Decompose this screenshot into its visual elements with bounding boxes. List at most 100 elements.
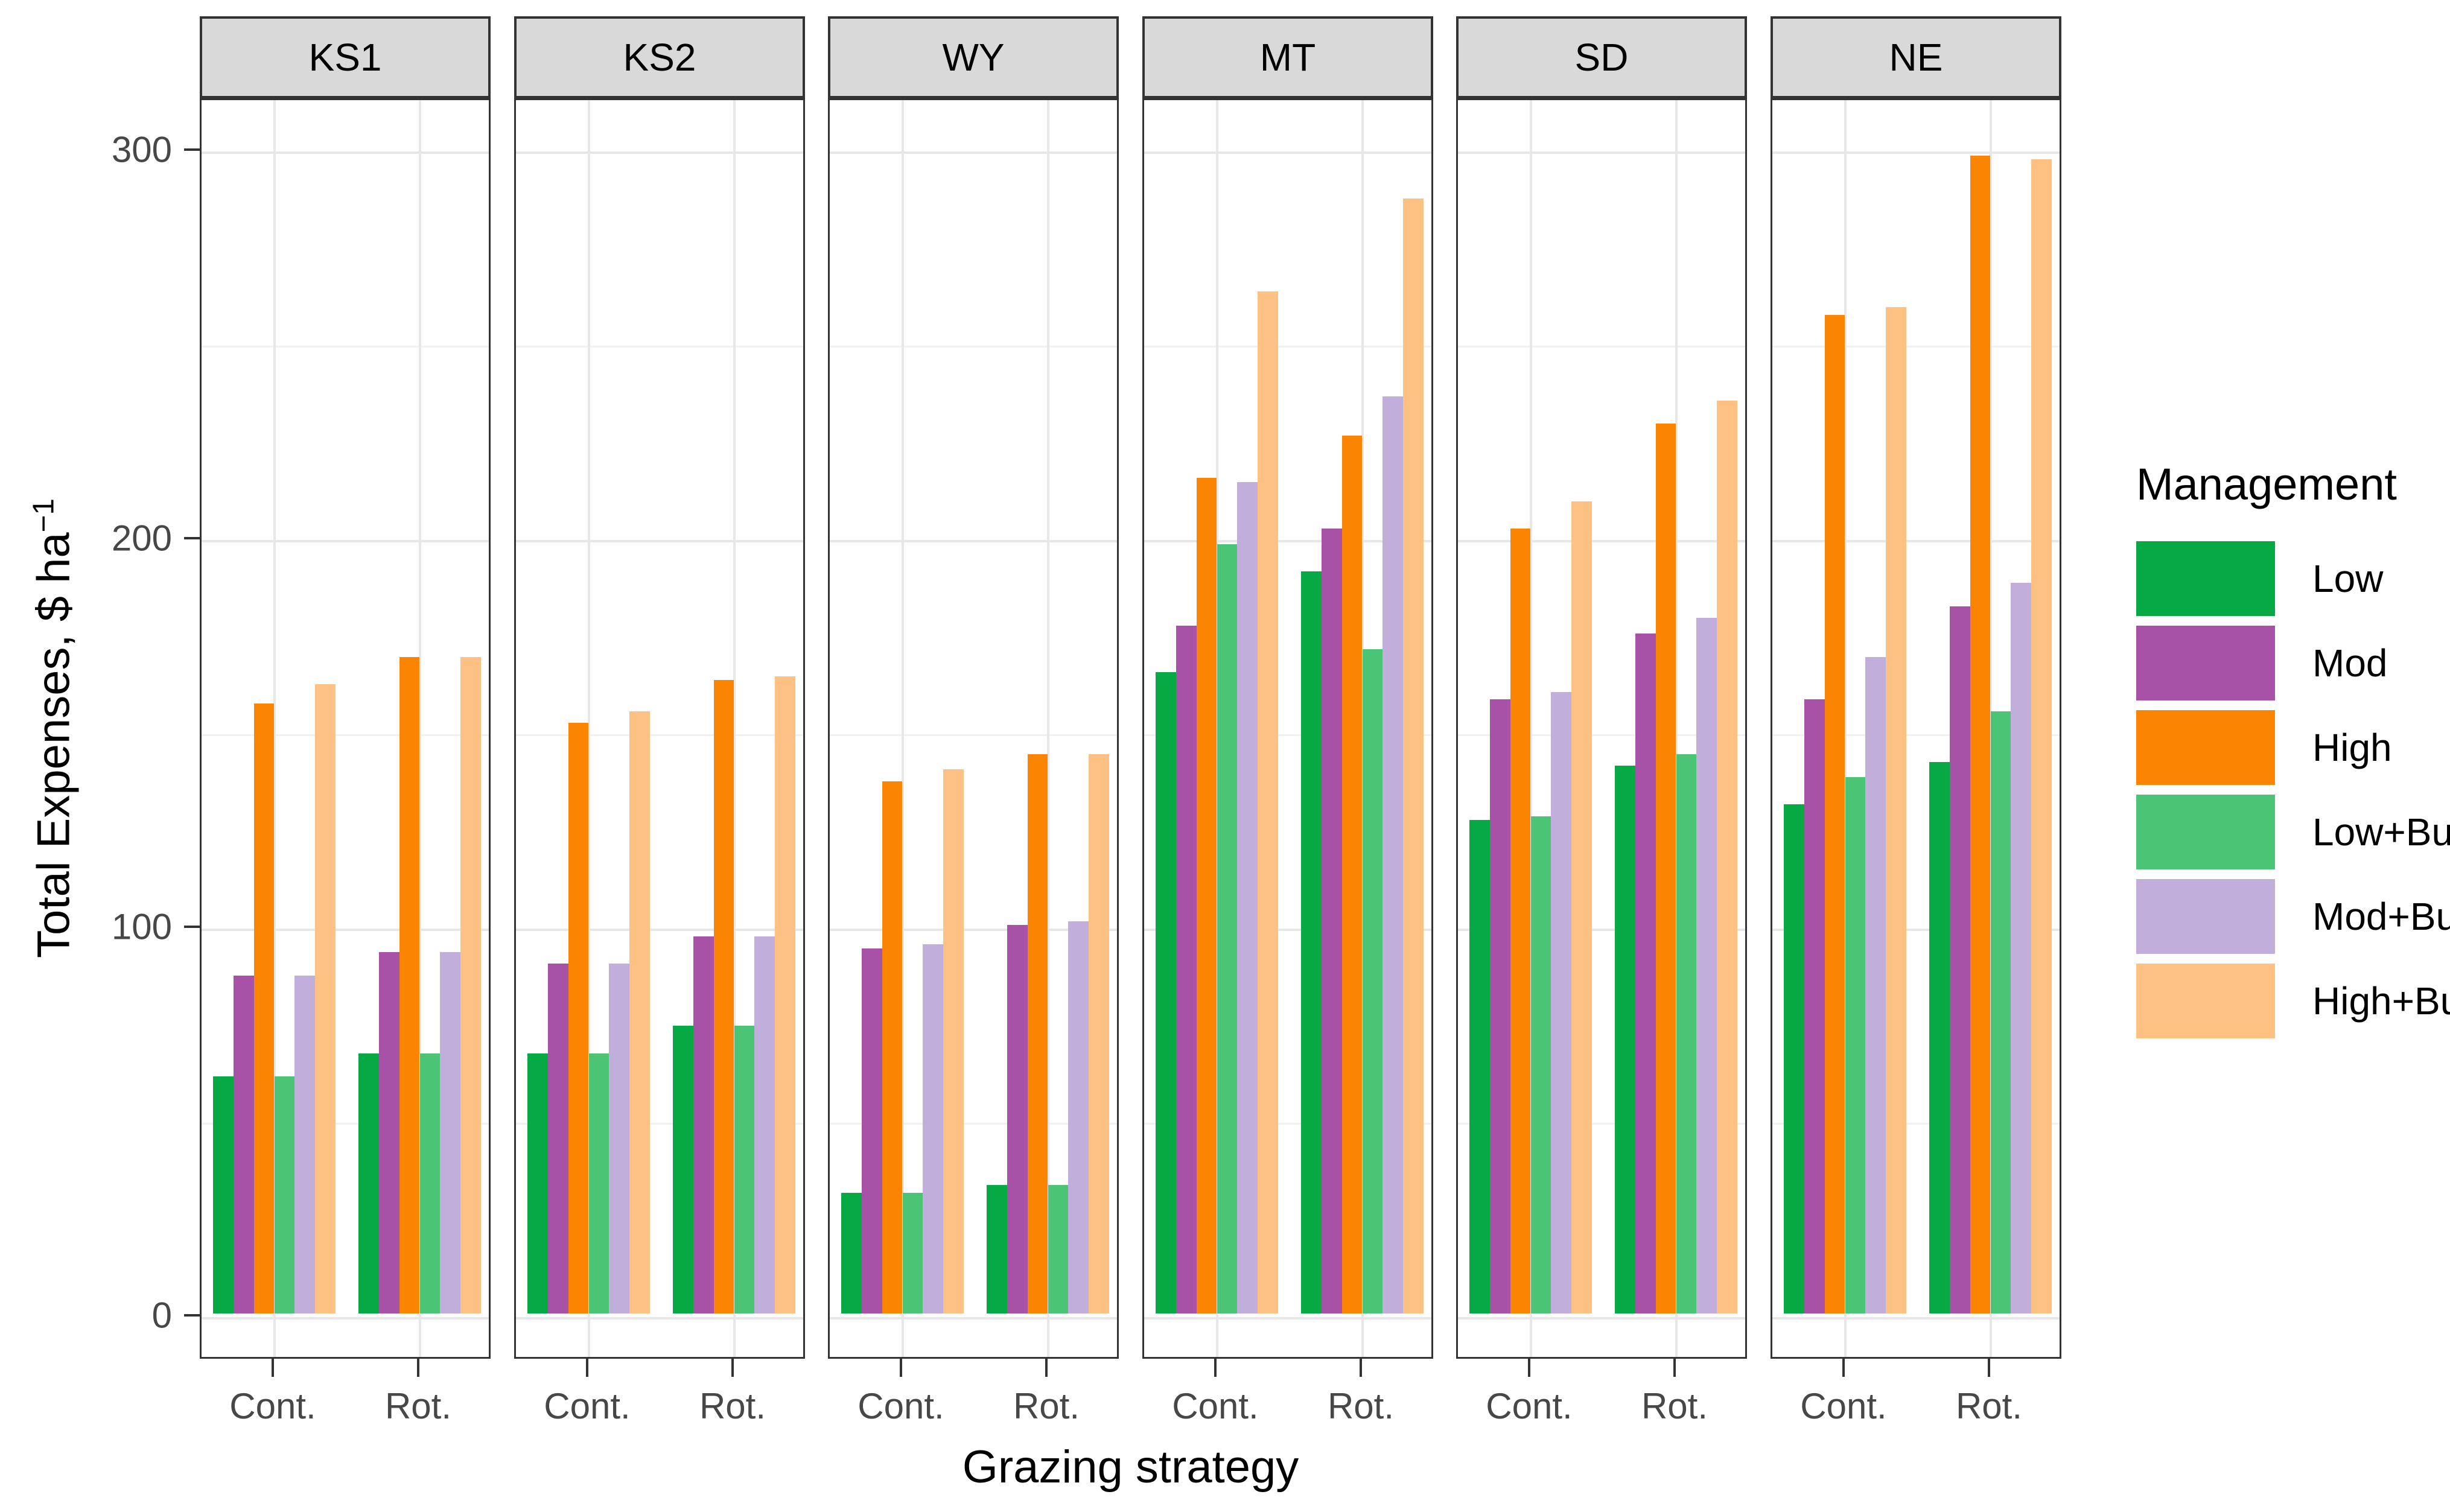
bar-sd-cont-mod [1490, 699, 1510, 1313]
gridline-vertical-rot [733, 100, 736, 1357]
legend-title: Management [2136, 459, 2397, 509]
x-tick-label-ks1-cont: Cont. [229, 1386, 316, 1426]
gridline-minor-250 [1772, 346, 2060, 348]
bar-ne-cont-low-burn [1845, 777, 1866, 1313]
facet-panel-ks2 [514, 98, 805, 1359]
legend: Management Low Mod High Low+Burn Mod+Burn Hig… [2136, 459, 2450, 1048]
bar-ks2-rot-low [673, 1026, 694, 1313]
bar-sd-cont-low-burn [1530, 816, 1551, 1313]
gridline-vertical-rot [419, 100, 421, 1357]
bar-sd-rot-mod-burn [1696, 618, 1717, 1313]
bar-wy-cont-mod-burn [923, 944, 943, 1313]
bar-mt-rot-mod [1322, 529, 1342, 1313]
bar-ks1-rot-high-burn [460, 657, 481, 1313]
gridline-minor-150 [1772, 734, 2060, 736]
bar-ks2-rot-mod [693, 936, 714, 1313]
gridline-major-300 [1772, 151, 2060, 154]
x-tick-mark [1842, 1359, 1845, 1377]
x-tick-label-mt-rot: Rot. [1327, 1386, 1395, 1426]
legend-key-swatch [2136, 626, 2275, 700]
bar-wy-rot-mod [1007, 925, 1028, 1313]
gridline-minor-50 [1458, 1123, 1745, 1125]
bar-ne-rot-high [1970, 156, 1991, 1313]
bar-mt-rot-high-burn [1402, 199, 1424, 1313]
bar-mt-cont-high-burn [1257, 291, 1278, 1313]
gridline-minor-150 [516, 734, 803, 736]
bar-sd-rot-low [1615, 766, 1636, 1313]
x-tick-mark [900, 1359, 902, 1377]
bar-wy-cont-low [841, 1193, 862, 1313]
bar-ks1-rot-high [399, 657, 420, 1313]
bar-ks1-rot-low [358, 1053, 380, 1313]
y-axis-title-text: Total Expenses, $ ha [28, 532, 80, 958]
bar-ks1-cont-high [253, 704, 275, 1313]
x-tick-mark [1988, 1359, 1990, 1377]
gridline-minor-150 [202, 734, 489, 736]
x-tick-mark [731, 1359, 734, 1377]
facet-strip-ks1: KS1 [200, 16, 491, 98]
bar-ks1-rot-low-burn [419, 1053, 441, 1313]
bar-mt-cont-low [1156, 672, 1177, 1313]
gridline-minor-50 [830, 1123, 1117, 1125]
gridline-major-0 [1144, 1317, 1431, 1320]
bar-ks1-cont-high-burn [314, 684, 336, 1313]
gridline-minor-250 [202, 346, 489, 348]
gridline-major-100 [1144, 929, 1431, 931]
bar-ks2-cont-mod [548, 964, 568, 1313]
bar-wy-rot-high-burn [1088, 754, 1109, 1313]
bar-wy-cont-high [882, 781, 903, 1313]
legend-entry-high-burn: High+Burn [2136, 964, 2450, 1038]
y-tick-mark-0 [184, 1314, 200, 1317]
bar-ks2-rot-low-burn [734, 1026, 755, 1313]
gridline-major-200 [202, 540, 489, 542]
x-tick-label-ks2-rot: Rot. [699, 1386, 766, 1426]
facet-strip-mt: MT [1142, 16, 1433, 98]
bar-sd-cont-high [1510, 529, 1531, 1313]
y-tick-mark-200 [184, 537, 200, 539]
bar-mt-cont-mod [1176, 626, 1197, 1313]
bar-mt-cont-mod-burn [1237, 482, 1258, 1313]
gridline-minor-250 [1144, 346, 1431, 348]
gridline-major-200 [1144, 540, 1431, 542]
facet-label: KS2 [623, 36, 696, 79]
bar-sd-rot-low-burn [1676, 754, 1697, 1313]
bar-wy-rot-low-burn [1048, 1185, 1069, 1313]
gridline-major-100 [202, 929, 489, 931]
legend-key-swatch [2136, 879, 2275, 954]
gridline-vertical-cont [1530, 100, 1532, 1357]
bar-sd-cont-mod-burn [1551, 692, 1571, 1313]
facet-panel-ne [1771, 98, 2061, 1359]
x-tick-mark [1360, 1359, 1362, 1377]
gridline-major-100 [516, 929, 803, 931]
gridline-vertical-rot [1047, 100, 1049, 1357]
bar-ne-rot-mod-burn [2011, 583, 2031, 1313]
bar-ne-cont-low [1784, 804, 1805, 1313]
bar-mt-cont-high [1196, 478, 1217, 1313]
bar-mt-cont-low-burn [1217, 544, 1238, 1313]
gridline-major-100 [1772, 929, 2060, 931]
legend-label: Low+Burn [2312, 810, 2450, 854]
x-tick-label-ks2-cont: Cont. [544, 1386, 631, 1426]
legend-entries: Low Mod High Low+Burn Mod+Burn High+Burn [2136, 541, 2450, 1038]
gridline-vertical-cont [588, 100, 590, 1357]
gridline-major-200 [830, 540, 1117, 542]
x-tick-mark [1528, 1359, 1530, 1377]
bar-ks2-cont-low [527, 1053, 549, 1313]
gridline-major-300 [1144, 151, 1431, 154]
y-tick-label-100: 100 [111, 906, 172, 947]
y-tick-label-0: 0 [151, 1295, 172, 1336]
legend-key-swatch [2136, 710, 2275, 785]
y-tick-mark-300 [184, 148, 200, 151]
x-tick-mark [272, 1359, 274, 1377]
gridline-major-0 [516, 1317, 803, 1320]
gridline-vertical-cont [273, 100, 276, 1357]
bar-ks1-cont-low-burn [274, 1076, 295, 1313]
gridline-minor-50 [1772, 1123, 2060, 1125]
bar-ne-rot-high-burn [2031, 159, 2052, 1313]
bar-ne-rot-low [1929, 762, 1950, 1313]
bar-sd-cont-high-burn [1571, 501, 1592, 1313]
x-tick-mark [417, 1359, 419, 1377]
bar-mt-rot-mod-burn [1382, 396, 1403, 1313]
facet-panel-ks1 [200, 98, 491, 1359]
bar-wy-rot-mod-burn [1068, 921, 1089, 1313]
